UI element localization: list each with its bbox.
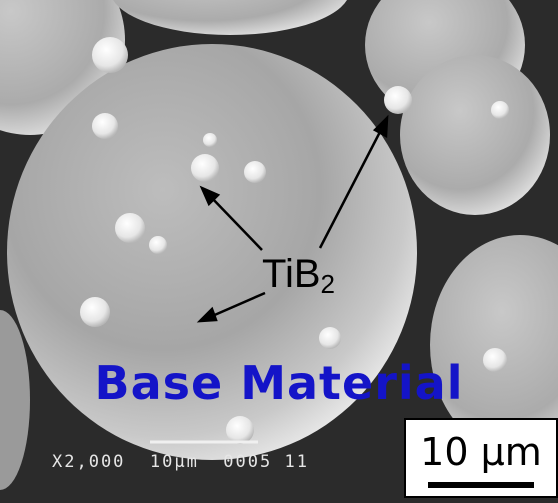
tib2-label-text: TiB <box>262 252 321 296</box>
annotation-arrows <box>196 114 389 323</box>
satellite-particle <box>92 113 118 139</box>
satellite-particle <box>149 236 167 254</box>
satellite-particle <box>191 154 219 182</box>
satellite-particle <box>92 37 128 73</box>
satellite-particle <box>115 213 145 243</box>
tib2-subscript: 2 <box>320 269 335 299</box>
particle-left-edge <box>0 310 30 490</box>
scale-bar-box: 10 µm <box>404 418 558 498</box>
scale-bar <box>428 482 534 488</box>
base-material-caption: Base Material <box>94 356 464 410</box>
particle-right <box>400 55 550 215</box>
sem-footer-text: X2,000 10µm 0005 11 <box>52 452 309 472</box>
main-particle <box>7 44 417 460</box>
particle-bottom-right <box>430 235 558 455</box>
satellite-particle <box>319 327 341 349</box>
satellite-particle <box>226 416 254 444</box>
satellite-particle <box>203 133 217 147</box>
satellite-particle <box>244 161 266 183</box>
satellite-particle <box>80 297 110 327</box>
satellite-particle <box>491 101 509 119</box>
scale-label: 10 µm <box>420 430 542 474</box>
tib2-label: TiB2 <box>262 252 335 300</box>
satellite-particle <box>384 86 412 114</box>
satellite-particle <box>483 348 507 372</box>
particle-top-center <box>113 0 347 35</box>
